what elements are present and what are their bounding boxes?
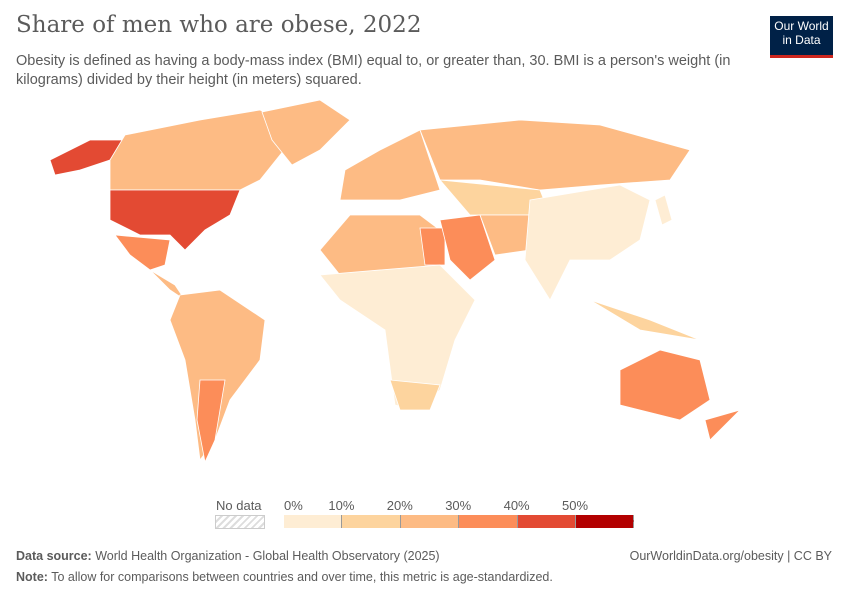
country-south-america[interactable] (169, 289, 266, 462)
legend-tick: 50% (562, 498, 589, 513)
country-new-zealand[interactable] (704, 409, 742, 441)
country-south-east-asia-china-india[interactable] (524, 184, 651, 301)
legend-bin-4[interactable] (517, 515, 576, 528)
legend-bin-3[interactable] (459, 515, 518, 528)
legend-no-data-label: No data (216, 498, 262, 513)
source-label: Data source: (16, 549, 92, 563)
legend-tick: 30% (445, 498, 472, 513)
legend-bin-1[interactable] (342, 515, 401, 528)
country-australia[interactable] (619, 349, 711, 421)
legend-tick: 20% (386, 498, 413, 513)
legend: No data 0% 10% 20% 30% 40% 50% (0, 490, 850, 535)
logo-line-1: Our World (774, 19, 829, 33)
note-label: Note: (16, 570, 48, 584)
owid-logo[interactable]: Our World in Data (770, 16, 833, 58)
country-southern-africa[interactable] (389, 379, 441, 411)
country-greenland[interactable] (261, 100, 351, 166)
country-russia[interactable] (419, 119, 691, 191)
logo-line-2: in Data (782, 33, 821, 47)
country-egypt[interactable] (419, 227, 446, 266)
legend-bin-5[interactable] (576, 515, 635, 528)
country-united-states[interactable] (109, 189, 241, 251)
legend-arrow (627, 515, 634, 527)
legend-no-data-swatch (215, 515, 265, 529)
page-title: Share of men who are obese, 2022 (16, 12, 422, 38)
note: Note: To allow for comparisons between c… (16, 570, 553, 584)
legend-bin-0[interactable] (284, 515, 343, 528)
world-map (49, 100, 742, 464)
data-source: Data source: World Health Organization -… (16, 549, 440, 563)
legend-tick: 0% (284, 498, 303, 513)
country-japan[interactable] (654, 194, 673, 226)
country-maritime-southeast-asia[interactable] (589, 299, 701, 341)
country-middle-east[interactable] (439, 214, 496, 281)
legend-tick: 10% (328, 498, 355, 513)
subtitle: Obesity is defined as having a body-mass… (16, 53, 731, 88)
source-text[interactable]: World Health Organization - Global Healt… (95, 549, 440, 563)
country-mexico[interactable] (114, 234, 171, 271)
note-text: To allow for comparisons between countri… (51, 570, 553, 584)
source-url[interactable]: OurWorldinData.org/obesity | CC BY (629, 549, 832, 563)
legend-bin-2[interactable] (400, 515, 460, 528)
legend-tick: 40% (503, 498, 530, 513)
country-argentina-chile[interactable] (196, 379, 226, 464)
